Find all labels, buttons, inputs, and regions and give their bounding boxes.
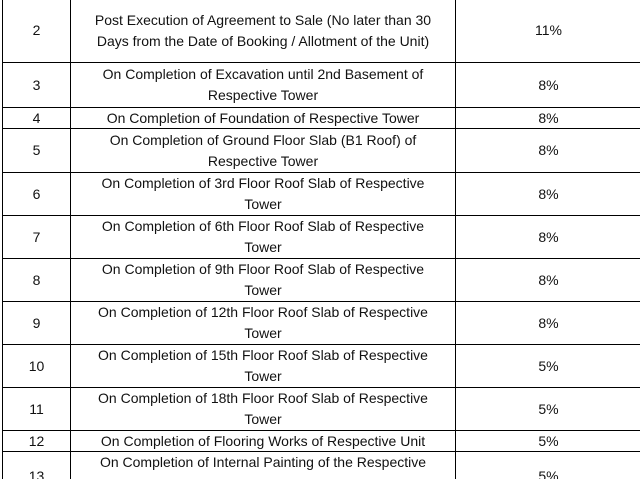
row-number: 8 bbox=[32, 271, 41, 288]
description-cell: On Completion of Internal Painting of th… bbox=[70, 451, 456, 479]
percentage: 5% bbox=[538, 357, 559, 374]
percentage-cell: 8% bbox=[455, 215, 640, 259]
row-number: 3 bbox=[32, 76, 41, 93]
row-number: 6 bbox=[32, 185, 41, 202]
row-number-cell: 11 bbox=[2, 387, 71, 431]
row-number: 12 bbox=[28, 432, 45, 449]
description-line: On Completion of 18th Floor Roof Slab of… bbox=[98, 390, 428, 406]
description-cell: On Completion of 9th Floor Roof Slab of … bbox=[70, 258, 456, 302]
description-line: Tower bbox=[244, 368, 282, 384]
row-number: 9 bbox=[32, 314, 41, 331]
description-line: On Completion of 9th Floor Roof Slab of … bbox=[101, 261, 425, 277]
description-cell: On Completion of Foundation of Respectiv… bbox=[70, 107, 456, 129]
description-line: Tower bbox=[244, 325, 282, 341]
row-number: 7 bbox=[32, 228, 41, 245]
description-line: On Completion of 15th Floor Roof Slab of… bbox=[98, 347, 428, 363]
description-line: On Completion of Excavation until 2nd Ba… bbox=[102, 66, 424, 82]
description-line: On Completion of 3rd Floor Roof Slab of … bbox=[101, 175, 425, 191]
description-line: Days from the Date of Booking / Allotmen… bbox=[96, 32, 430, 49]
description-line: Tower bbox=[244, 282, 282, 298]
percentage-cell: 8% bbox=[455, 172, 640, 216]
percentage-cell: 8% bbox=[455, 107, 640, 129]
row-number: 5 bbox=[32, 142, 41, 158]
description-cell: On Completion of 18th Floor Roof Slab of… bbox=[70, 387, 456, 431]
percentage-cell: 8% bbox=[455, 258, 640, 302]
row-number-cell: 9 bbox=[2, 301, 71, 345]
percentage: 5% bbox=[538, 467, 559, 479]
row-number-cell: 2 bbox=[2, 0, 71, 63]
row-number: 10 bbox=[28, 357, 45, 374]
description-line: On Completion of Foundation of Respectiv… bbox=[106, 109, 420, 126]
percentage-cell: 11% bbox=[455, 0, 640, 63]
percentage-cell: 5% bbox=[455, 430, 640, 452]
percentage: 8% bbox=[538, 142, 559, 158]
row-number: 13 bbox=[28, 467, 45, 479]
percentage: 8% bbox=[538, 76, 559, 93]
row-number: 2 bbox=[32, 22, 41, 38]
description-cell: On Completion of 12th Floor Roof Slab of… bbox=[70, 301, 456, 345]
description-line: On Completion of Ground Floor Slab (B1 R… bbox=[109, 131, 417, 148]
percentage: 5% bbox=[538, 432, 559, 449]
description-line: On Completion of 12th Floor Roof Slab of… bbox=[98, 304, 428, 320]
percentage: 8% bbox=[538, 228, 559, 245]
description-line: Respective Tower bbox=[207, 87, 319, 103]
percentage-cell: 8% bbox=[455, 62, 640, 108]
row-number-cell: 3 bbox=[2, 62, 71, 108]
description-cell: On Completion of 3rd Floor Roof Slab of … bbox=[70, 172, 456, 216]
percentage-cell: 8% bbox=[455, 128, 640, 173]
description-cell: Post Execution of Agreement to Sale (No … bbox=[70, 0, 456, 63]
description-line: Tower bbox=[244, 239, 282, 255]
percentage: 8% bbox=[538, 271, 559, 288]
percentage-cell: 5% bbox=[455, 387, 640, 431]
percentage-cell: 5% bbox=[455, 344, 640, 388]
percentage: 11% bbox=[535, 22, 562, 38]
description-line: Tower bbox=[244, 196, 282, 212]
percentage: 8% bbox=[538, 185, 559, 202]
percentage-cell: 8% bbox=[455, 301, 640, 345]
percentage-cell: 5% bbox=[455, 451, 640, 479]
row-number: 11 bbox=[29, 400, 44, 417]
description-line: On Completion of Internal Painting of th… bbox=[99, 454, 427, 470]
row-number-cell: 12 bbox=[2, 430, 71, 452]
description-cell: On Completion of Excavation until 2nd Ba… bbox=[70, 62, 456, 108]
description-cell: On Completion of Flooring Works of Respe… bbox=[70, 430, 456, 452]
row-number-cell: 6 bbox=[2, 172, 71, 216]
description-line: On Completion of 6th Floor Roof Slab of … bbox=[101, 218, 425, 234]
row-number-cell: 5 bbox=[2, 128, 71, 173]
description-line: Tower bbox=[244, 411, 282, 427]
row-number-cell: 10 bbox=[2, 344, 71, 388]
percentage: 5% bbox=[538, 400, 559, 417]
description-line: On Completion of Flooring Works of Respe… bbox=[100, 432, 426, 449]
description-line: Post Execution of Agreement to Sale (No … bbox=[94, 11, 432, 28]
percentage: 8% bbox=[538, 314, 559, 331]
row-number-cell: 7 bbox=[2, 215, 71, 259]
description-cell: On Completion of 15th Floor Roof Slab of… bbox=[70, 344, 456, 388]
description-cell: On Completion of 6th Floor Roof Slab of … bbox=[70, 215, 456, 259]
percentage: 8% bbox=[538, 109, 559, 126]
row-number: 4 bbox=[32, 109, 41, 126]
row-number-cell: 13 bbox=[2, 451, 71, 479]
row-number-cell: 8 bbox=[2, 258, 71, 302]
description-cell: On Completion of Ground Floor Slab (B1 R… bbox=[70, 128, 456, 173]
row-number-cell: 4 bbox=[2, 107, 71, 129]
description-line: Respective Tower bbox=[207, 152, 319, 169]
